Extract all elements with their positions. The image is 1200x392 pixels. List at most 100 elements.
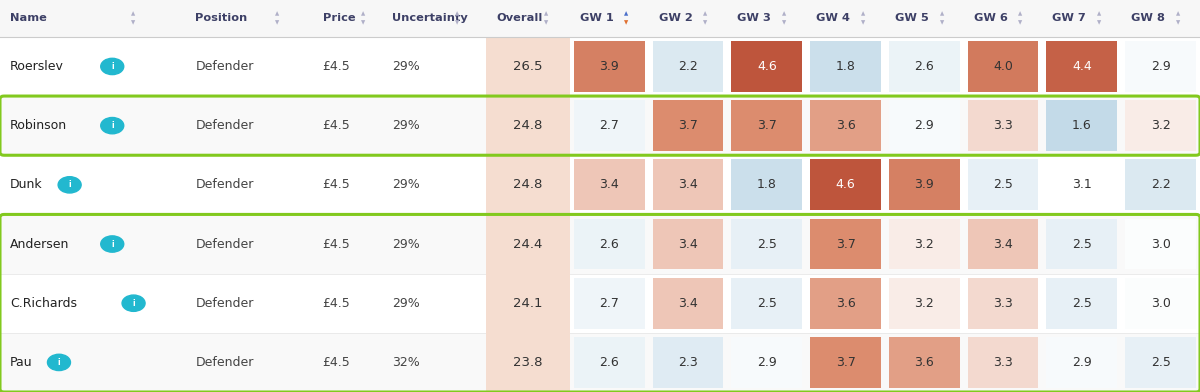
Text: ▲: ▲	[1176, 12, 1180, 17]
Bar	[574, 41, 644, 92]
Text: ▼: ▼	[782, 20, 786, 25]
Bar	[810, 160, 881, 210]
Bar	[1046, 41, 1117, 92]
Text: 2.5: 2.5	[757, 297, 776, 310]
Text: 3.4: 3.4	[994, 238, 1013, 250]
Bar	[889, 337, 960, 388]
Text: ▼: ▼	[703, 20, 708, 25]
Circle shape	[122, 295, 145, 311]
Text: 2.5: 2.5	[1151, 356, 1170, 369]
Bar	[810, 100, 881, 151]
Text: 1.8: 1.8	[757, 178, 776, 191]
Bar	[0, 96, 1200, 155]
Text: 3.4: 3.4	[678, 238, 698, 250]
Bar	[732, 160, 802, 210]
Text: 3.2: 3.2	[914, 297, 934, 310]
Text: Defender: Defender	[196, 297, 253, 310]
Text: GW 7: GW 7	[1052, 13, 1086, 24]
Bar	[653, 278, 724, 328]
Text: ▲: ▲	[703, 12, 708, 17]
Text: Overall: Overall	[497, 13, 542, 24]
Bar	[0, 0, 1200, 37]
Text: ▲: ▲	[545, 12, 548, 17]
Text: 1.6: 1.6	[1072, 119, 1092, 132]
Text: Defender: Defender	[196, 178, 253, 191]
Bar	[889, 100, 960, 151]
Bar	[1046, 160, 1117, 210]
Text: 32%: 32%	[392, 356, 420, 369]
Text: £4.5: £4.5	[323, 356, 350, 369]
Text: 3.4: 3.4	[678, 297, 698, 310]
Text: C.Richards: C.Richards	[10, 297, 77, 310]
Bar	[1126, 41, 1196, 92]
Text: 2.2: 2.2	[678, 60, 698, 73]
Text: 2.7: 2.7	[599, 297, 619, 310]
Text: ▲: ▲	[275, 12, 280, 17]
Text: Roerslev: Roerslev	[10, 60, 64, 73]
Text: 3.0: 3.0	[1151, 238, 1170, 250]
Text: 3.2: 3.2	[1151, 119, 1170, 132]
Text: Defender: Defender	[196, 60, 253, 73]
Text: ▼: ▼	[1019, 20, 1022, 25]
Text: Price: Price	[323, 13, 355, 24]
Text: ▼: ▼	[361, 20, 365, 25]
Text: ▲: ▲	[860, 12, 865, 17]
Bar	[574, 278, 644, 328]
Text: 4.6: 4.6	[835, 178, 856, 191]
Text: 4.6: 4.6	[757, 60, 776, 73]
Bar	[574, 337, 644, 388]
Text: ▼: ▼	[545, 20, 548, 25]
Bar	[653, 219, 724, 269]
Text: £4.5: £4.5	[323, 238, 350, 250]
Bar	[967, 219, 1038, 269]
Bar	[0, 155, 1200, 214]
Bar	[574, 100, 644, 151]
Text: 2.6: 2.6	[914, 60, 934, 73]
Circle shape	[48, 354, 71, 370]
Text: ▼: ▼	[940, 20, 943, 25]
Text: Defender: Defender	[196, 356, 253, 369]
Text: 24.1: 24.1	[514, 297, 542, 310]
Bar	[1046, 278, 1117, 328]
Text: 3.4: 3.4	[678, 178, 698, 191]
Text: 2.2: 2.2	[1151, 178, 1170, 191]
Bar	[1126, 160, 1196, 210]
Bar	[653, 160, 724, 210]
Text: ▼: ▼	[860, 20, 865, 25]
Text: 29%: 29%	[392, 60, 420, 73]
Text: 3.7: 3.7	[678, 119, 698, 132]
Text: ▲: ▲	[455, 12, 460, 17]
Bar	[967, 41, 1038, 92]
Text: £4.5: £4.5	[323, 119, 350, 132]
Bar	[653, 41, 724, 92]
Text: £4.5: £4.5	[323, 178, 350, 191]
Text: £4.5: £4.5	[323, 297, 350, 310]
Text: 4.0: 4.0	[994, 60, 1013, 73]
Bar	[889, 219, 960, 269]
Text: 3.4: 3.4	[599, 178, 619, 191]
Bar	[810, 41, 881, 92]
Text: i: i	[110, 121, 114, 130]
Text: 2.6: 2.6	[599, 356, 619, 369]
Text: 3.9: 3.9	[599, 60, 619, 73]
Bar	[967, 100, 1038, 151]
Text: GW 2: GW 2	[659, 13, 692, 24]
Bar	[1126, 219, 1196, 269]
Text: Pau: Pau	[10, 356, 32, 369]
Bar	[810, 219, 881, 269]
Bar	[0, 37, 1200, 96]
Bar	[653, 337, 724, 388]
Text: 29%: 29%	[392, 119, 420, 132]
Text: i: i	[132, 299, 134, 308]
Bar	[574, 219, 644, 269]
Text: 29%: 29%	[392, 238, 420, 250]
Text: GW 4: GW 4	[816, 13, 850, 24]
Text: i: i	[110, 62, 114, 71]
Bar	[732, 41, 802, 92]
Bar	[486, 214, 570, 274]
Text: Uncertainty: Uncertainty	[392, 13, 468, 24]
Text: 3.2: 3.2	[914, 238, 934, 250]
Text: GW 8: GW 8	[1132, 13, 1165, 24]
Text: 1.8: 1.8	[835, 60, 856, 73]
Text: ▲: ▲	[624, 12, 629, 17]
